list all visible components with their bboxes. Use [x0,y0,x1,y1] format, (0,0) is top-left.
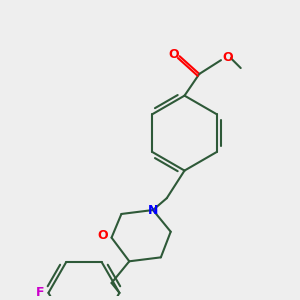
Text: O: O [98,229,108,242]
Text: O: O [223,51,233,64]
Text: N: N [148,203,158,217]
Text: O: O [168,48,179,61]
Text: F: F [36,286,45,299]
